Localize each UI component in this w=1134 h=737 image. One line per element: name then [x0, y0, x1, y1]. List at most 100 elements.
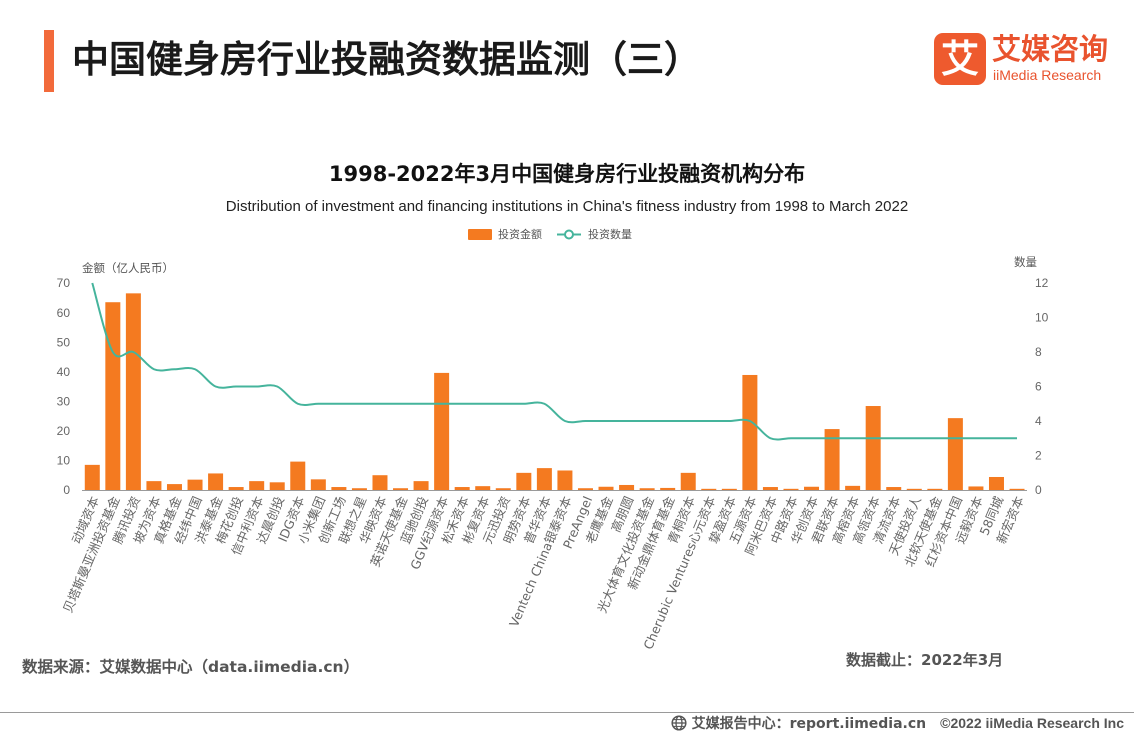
bar-36 [804, 486, 820, 490]
y-left-tick-label: 60 [57, 306, 71, 320]
chart-title: 1998-2022年3月中国健身房行业投融资机构分布 [329, 162, 805, 186]
title-accent-bar [44, 30, 54, 92]
line-point-43 [952, 435, 958, 441]
line-point-5 [171, 366, 177, 372]
bar-38 [845, 485, 861, 490]
line-point-44 [973, 435, 979, 441]
bar-33 [742, 374, 758, 490]
footer-bar: 艾媒报告中心：report.iimedia.cn ©2022 iiMedia R… [671, 713, 1124, 733]
line-point-34 [767, 435, 773, 441]
legend-label-line: 投资数量 [588, 227, 632, 241]
line-point-3 [130, 349, 136, 355]
series-line-count [91, 282, 1018, 441]
bar-15 [372, 475, 388, 490]
chart-subtitle: Distribution of investment and financing… [226, 198, 908, 215]
bar-6 [187, 479, 203, 490]
line-point-24 [562, 418, 568, 424]
x-tick-labels: 动域资本贝塔斯曼亚洲投资基金腾讯投资坡为资本真格基金经纬中国洪泰基金梅花创投信中… [60, 494, 1027, 652]
y-right-tick-label: 8 [1035, 345, 1042, 359]
bar-27 [619, 484, 635, 490]
bar-13 [331, 487, 347, 490]
line-point-33 [747, 418, 753, 424]
line-point-22 [521, 401, 527, 407]
bar-22 [516, 472, 532, 490]
bar-7 [208, 473, 224, 490]
bar-9 [249, 481, 265, 490]
page-title: 中国健身房行业投融资数据监测（三） [72, 38, 701, 81]
bar-28 [639, 488, 655, 490]
line-point-4 [151, 366, 157, 372]
bar-30 [680, 472, 696, 490]
bar-32 [721, 488, 737, 490]
line-point-27 [624, 418, 630, 424]
bar-14 [351, 488, 367, 490]
bar-series [84, 293, 1025, 490]
line-point-17 [418, 401, 424, 407]
data-cutoff-note: 数据截止：2022年3月 [846, 651, 1004, 669]
line-point-13 [336, 401, 342, 407]
y-right-ticks: 0 2 4 6 8 10 12 [1035, 276, 1049, 497]
line-point-2 [110, 349, 116, 355]
y-right-axis-title: 数量 [1014, 255, 1037, 269]
y-right-tick-label: 0 [1035, 483, 1042, 497]
line-point-30 [685, 418, 691, 424]
line-point-35 [788, 435, 794, 441]
bar-2 [105, 302, 121, 490]
line-point-8 [233, 384, 239, 390]
bar-16 [393, 488, 409, 490]
bar-20 [475, 486, 491, 490]
bar-43 [947, 418, 963, 490]
bar-24 [557, 470, 573, 490]
line-point-25 [582, 418, 588, 424]
line-point-12 [315, 401, 321, 407]
globe-icon [671, 715, 687, 731]
bar-34 [762, 487, 778, 490]
bar-26 [598, 486, 614, 490]
copyright-text: ©2022 iiMedia Research Inc [940, 715, 1124, 731]
data-source-note: 数据来源：艾媒数据中心（data.iimedia.cn） [22, 658, 360, 676]
y-right-tick-label: 12 [1035, 276, 1049, 290]
bar-3 [125, 293, 141, 490]
brand-name-cn: 艾媒咨询 [992, 32, 1109, 66]
line-point-11 [295, 401, 301, 407]
line-point-7 [213, 384, 219, 390]
line-point-40 [891, 435, 897, 441]
y-right-tick-label: 2 [1035, 449, 1042, 463]
legend-line-marker [564, 229, 574, 240]
line-point-29 [665, 418, 671, 424]
legend-bar-swatch [468, 229, 492, 240]
line-point-16 [398, 401, 404, 407]
line-point-42 [932, 435, 938, 441]
line-point-18 [439, 401, 445, 407]
line-point-36 [809, 435, 815, 441]
bar-8 [228, 487, 244, 490]
y-left-tick-label: 10 [57, 454, 71, 468]
y-left-axis-title: 金额（亿人民币） [82, 261, 174, 275]
y-right-tick-label: 10 [1035, 311, 1049, 325]
bar-11 [290, 461, 306, 490]
line-point-20 [480, 401, 486, 407]
y-left-tick-label: 30 [57, 394, 71, 408]
bar-1 [84, 464, 100, 490]
line-point-41 [911, 435, 917, 441]
bar-4 [146, 481, 162, 490]
report-center-link-text: 艾媒报告中心：report.iimedia.cn [691, 716, 927, 732]
bar-42 [927, 488, 943, 490]
bar-21 [495, 488, 511, 490]
y-left-tick-label: 0 [63, 483, 70, 497]
line-point-28 [644, 418, 650, 424]
bar-41 [906, 488, 922, 490]
y-left-tick-label: 40 [57, 365, 71, 379]
line-point-9 [254, 384, 260, 390]
brand-name-en: iiMedia Research [993, 67, 1102, 83]
line-point-19 [459, 401, 465, 407]
line-point-23 [541, 401, 547, 407]
line-point-1 [89, 280, 95, 286]
legend-label-bar: 投资金额 [498, 227, 542, 241]
y-left-ticks: 0 10 20 30 40 50 60 70 [57, 276, 71, 497]
bar-12 [310, 479, 326, 490]
y-left-tick-label: 70 [57, 276, 71, 290]
y-right-tick-label: 4 [1035, 414, 1042, 428]
